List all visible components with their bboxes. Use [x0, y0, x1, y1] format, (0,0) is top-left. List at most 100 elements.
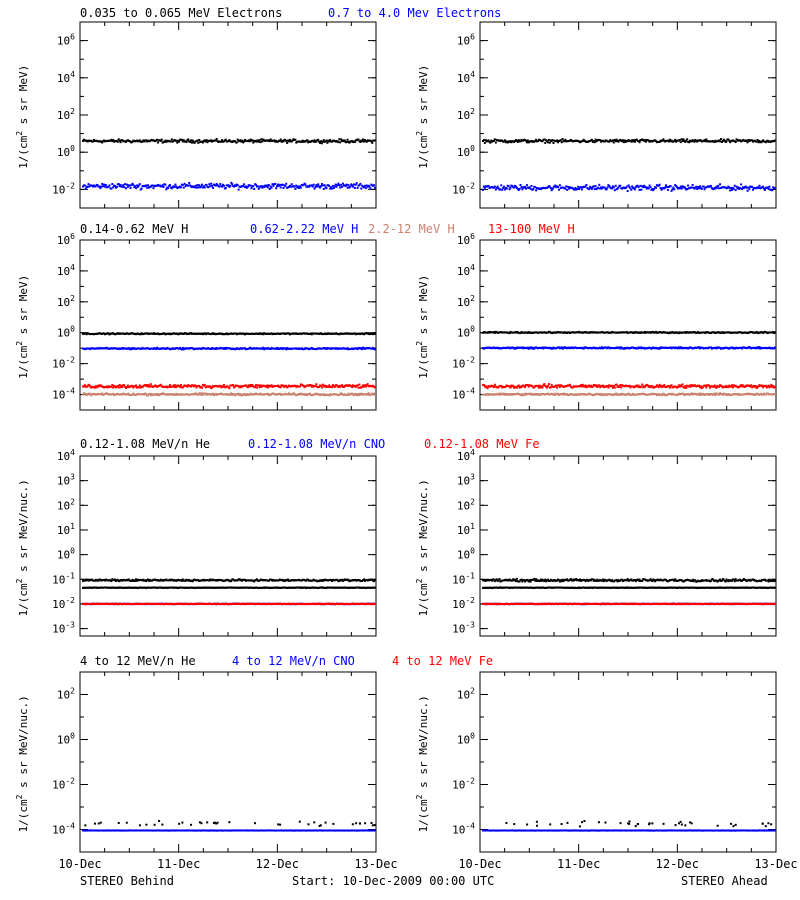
y-tick-label: 10-2 [452, 356, 475, 371]
data-point [366, 383, 369, 386]
data-point [617, 140, 620, 143]
data-point [87, 579, 90, 582]
data-point [746, 189, 749, 192]
data-point [716, 186, 719, 189]
data-point [534, 140, 537, 143]
data-point [146, 186, 149, 189]
y-tick-label: 104 [57, 70, 75, 85]
data-point [214, 184, 217, 187]
data-point [768, 185, 771, 188]
data-point [114, 578, 117, 581]
data-point [265, 184, 268, 187]
y-tick-label: 10-2 [52, 181, 75, 196]
data-point [721, 140, 724, 143]
data-point [757, 141, 760, 144]
data-point [228, 387, 231, 390]
data-point [665, 184, 668, 187]
data-point [112, 392, 115, 395]
data-point [363, 384, 366, 387]
data-point [92, 185, 95, 188]
data-point [550, 189, 553, 192]
data-point [552, 142, 555, 145]
data-point [509, 140, 512, 143]
data-point [316, 185, 319, 188]
data-point [745, 186, 748, 189]
data-point [358, 184, 361, 187]
data-point [142, 139, 145, 142]
data-point [649, 186, 652, 189]
data-point [689, 385, 692, 388]
data-point [236, 184, 239, 187]
data-point [97, 579, 100, 582]
data-point [126, 384, 129, 387]
data-point [550, 140, 553, 143]
data-point [197, 186, 200, 189]
data-point [282, 186, 285, 189]
data-point [351, 184, 354, 187]
data-point [119, 183, 122, 186]
data-point [354, 183, 357, 186]
data-point [224, 386, 227, 389]
data-point [718, 385, 721, 388]
data-point [148, 392, 151, 395]
data-point [525, 184, 528, 187]
data-point [243, 140, 246, 143]
data-point [214, 392, 217, 395]
y-tick-label: 100 [57, 144, 75, 159]
data-point [498, 393, 501, 396]
data-point [204, 392, 207, 395]
data-point [203, 383, 206, 386]
data-point [271, 183, 274, 186]
data-point [295, 184, 298, 187]
data-point [593, 188, 596, 191]
data-point [244, 394, 247, 397]
data-point [596, 386, 599, 389]
data-point [374, 586, 376, 589]
data-point [546, 140, 549, 143]
data-point [219, 182, 222, 185]
data-point [730, 384, 733, 387]
data-point [695, 185, 698, 188]
data-point [719, 183, 722, 186]
data-point [581, 139, 584, 142]
data-point [230, 181, 233, 184]
data-point [680, 187, 683, 190]
data-point [322, 139, 325, 142]
data-point [512, 384, 515, 387]
data-point [700, 187, 703, 190]
data-point [373, 184, 376, 187]
series-points [82, 383, 376, 390]
data-point [328, 184, 331, 187]
data-point [222, 385, 225, 388]
data-point [220, 140, 223, 143]
data-point [362, 138, 365, 141]
data-point [332, 187, 335, 190]
data-point [660, 384, 663, 387]
data-point [369, 187, 372, 190]
data-point [239, 392, 242, 395]
data-point [715, 185, 718, 188]
data-point [591, 385, 594, 388]
data-point [266, 392, 269, 395]
data-point [482, 383, 485, 386]
data-point [679, 141, 682, 144]
data-point [182, 186, 185, 189]
data-point [252, 141, 255, 144]
data-point [577, 185, 580, 188]
data-point [698, 392, 701, 395]
data-point [626, 190, 629, 193]
data-point [573, 188, 576, 191]
data-point [319, 186, 322, 189]
data-point [546, 384, 549, 387]
data-point [764, 393, 767, 396]
data-point [734, 141, 737, 144]
data-point [571, 386, 574, 389]
data-point [207, 186, 210, 189]
data-point [145, 184, 148, 187]
data-point [107, 185, 110, 188]
data-point [353, 187, 356, 190]
data-point [726, 186, 729, 189]
data-point [235, 141, 238, 144]
